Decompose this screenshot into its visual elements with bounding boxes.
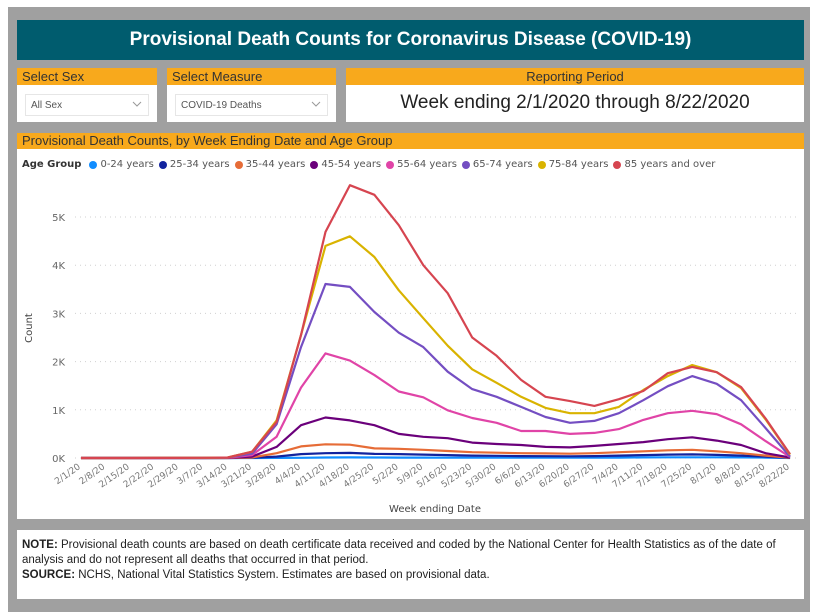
y-tick-label: 0K [52, 454, 65, 465]
x-tick-label: 2/1/20 [53, 462, 83, 487]
legend-label: 35-44 years [245, 159, 306, 170]
y-tick-label: 1K [52, 406, 65, 417]
reporting-period-value: Week ending 2/1/2020 through 8/22/2020 [400, 92, 750, 113]
measure-slicer: Select Measure COVID-19 Deaths [167, 68, 336, 122]
chart-panel: Provisional Death Counts, by Week Ending… [17, 133, 804, 519]
source-label: SOURCE: [22, 569, 76, 581]
note-label: NOTE: [22, 539, 58, 551]
legend-dot-icon [89, 160, 98, 169]
legend-dot-icon [234, 160, 243, 169]
legend-item[interactable]: 45-54 years [310, 159, 381, 170]
note-text: NOTE: Provisional death counts are based… [22, 538, 799, 568]
legend-dot-icon [158, 160, 167, 169]
measure-dropdown[interactable]: COVID-19 Deaths [175, 94, 328, 116]
y-tick-label: 5K [52, 213, 65, 224]
reporting-period-card: Reporting Period Week ending 2/1/2020 th… [346, 68, 804, 122]
x-axis-title: Week ending Date [389, 504, 481, 515]
sex-slicer-label: Select Sex [17, 68, 157, 85]
chevron-down-icon [311, 101, 321, 107]
legend-label: 75-84 years [548, 159, 609, 170]
source-body: NCHS, National Vital Statistics System. … [75, 569, 490, 581]
legend-item[interactable]: 85 years and over [613, 159, 715, 170]
chart-title: Provisional Death Counts, by Week Ending… [17, 133, 804, 149]
legend-dot-icon [386, 160, 395, 169]
measure-dropdown-value: COVID-19 Deaths [181, 99, 262, 111]
sex-dropdown-value: All Sex [31, 99, 63, 111]
legend-label: 45-54 years [321, 159, 382, 170]
source-text: SOURCE: NCHS, National Vital Statistics … [22, 568, 799, 583]
legend-label: 0-24 years [100, 159, 154, 170]
y-tick-label: 2K [52, 358, 65, 369]
line-chart: 0K1K2K3K4K5K2/1/202/8/202/15/202/22/202/… [24, 184, 797, 515]
x-tick-label: 5/2/20 [371, 462, 401, 487]
legend-dot-icon [537, 160, 546, 169]
series-line-85-years-and-over [81, 184, 791, 460]
note-body: Provisional death counts are based on de… [22, 539, 776, 566]
measure-slicer-label: Select Measure [167, 68, 336, 85]
legend-dot-icon [310, 160, 319, 169]
legend-item[interactable]: 55-64 years [386, 159, 457, 170]
chevron-down-icon [132, 101, 142, 107]
legend-dot-icon [461, 160, 470, 169]
legend-dot-icon [613, 160, 622, 169]
legend-title: Age Group [22, 159, 82, 170]
y-tick-label: 3K [52, 309, 65, 320]
series-line-75-84-years [81, 235, 791, 460]
legend-item[interactable]: 35-44 years [234, 159, 306, 170]
sex-slicer: Select Sex All Sex [17, 68, 157, 122]
legend-item[interactable]: 25-34 years [158, 159, 230, 170]
y-tick-label: 4K [52, 261, 65, 272]
legend-label: 65-74 years [472, 159, 533, 170]
legend-item[interactable]: 0-24 years [89, 159, 154, 170]
sex-dropdown[interactable]: All Sex [25, 94, 149, 116]
chart-legend: Age Group 0-24 years 25-34 years 35-44 yea… [22, 159, 720, 170]
note-panel: NOTE: Provisional death counts are based… [17, 530, 804, 599]
page-title: Provisional Death Counts for Coronavirus… [17, 20, 804, 60]
legend-item[interactable]: 75-84 years [537, 159, 609, 170]
legend-label: 55-64 years [397, 159, 457, 170]
legend-label: 25-34 years [169, 159, 230, 170]
series-line-45-54-years [81, 416, 791, 460]
legend-label: 85 years and over [624, 159, 716, 170]
legend-item[interactable]: 65-74 years [461, 159, 533, 170]
y-axis-title: Count [24, 313, 35, 343]
series-line-65-74-years [81, 282, 791, 460]
reporting-period-label: Reporting Period [346, 68, 804, 85]
x-tick-label: 8/1/20 [689, 462, 719, 487]
